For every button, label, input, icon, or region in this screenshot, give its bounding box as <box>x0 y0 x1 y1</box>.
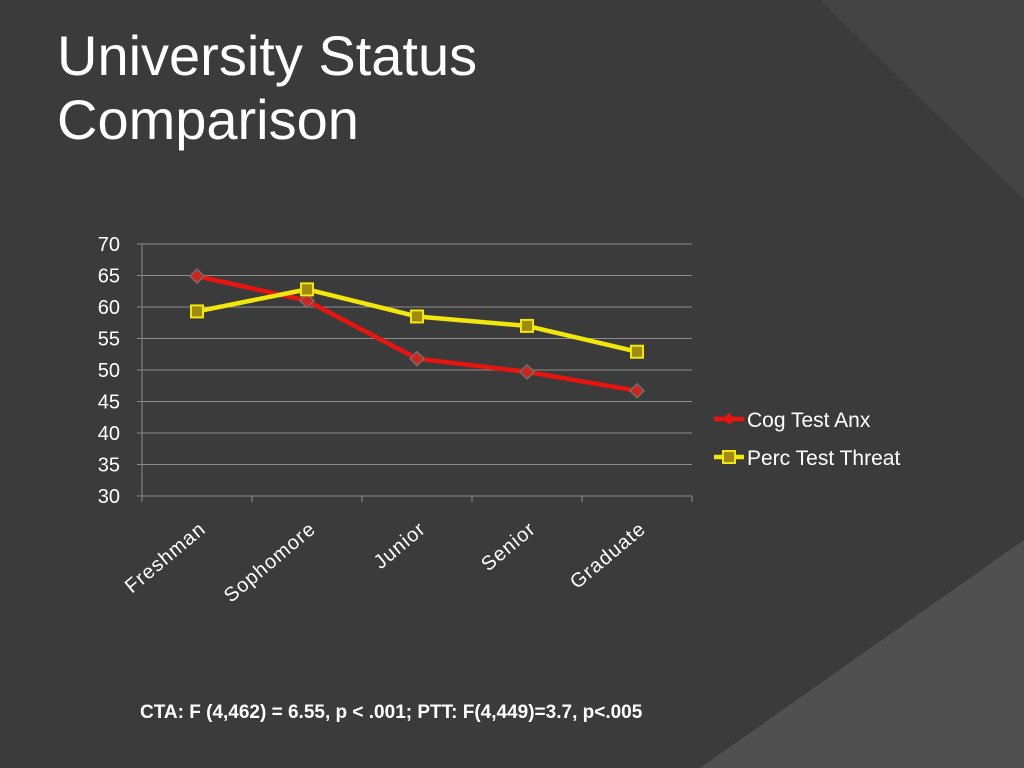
slide-title: University Status Comparison <box>57 24 657 152</box>
data-point-diamond <box>188 268 206 285</box>
x-tick-label: Senior <box>477 518 540 576</box>
legend: Cog Test Anx Perc Test Threat <box>714 409 900 470</box>
data-point-square <box>520 318 534 333</box>
y-tick-label: 30 <box>98 486 120 508</box>
y-tick-label: 55 <box>98 329 120 351</box>
gridlines <box>142 243 692 465</box>
statistics-footnote: CTA: F (4,462) = 6.55, p < .001; PTT: F(… <box>140 702 643 723</box>
slide-title-line1: University Status <box>57 24 478 87</box>
legend-marker-square <box>722 450 736 464</box>
x-tick-label: Sophomore <box>220 518 320 607</box>
data-point-square <box>190 304 204 319</box>
y-tick-label: 35 <box>98 455 120 477</box>
legend-label: Cog Test Anx <box>747 409 871 432</box>
legend-marker-diamond <box>723 413 735 425</box>
data-point-diamond <box>628 382 646 399</box>
series-lines <box>188 268 646 399</box>
series-line <box>196 273 638 394</box>
line-chart: 30 35 40 45 50 55 60 65 70 Freshman Sophomore Junio… <box>98 234 901 607</box>
data-point-square <box>410 309 424 324</box>
y-tick-label: 65 <box>98 266 120 288</box>
x-tick-label: Graduate <box>566 518 650 594</box>
data-point-square <box>300 282 314 297</box>
y-tick-label: 45 <box>98 392 120 414</box>
legend-label: Perc Test Threat <box>747 447 900 470</box>
data-point-diamond <box>408 350 426 367</box>
data-point-square <box>630 344 644 359</box>
y-tick-label: 50 <box>98 360 120 382</box>
x-tick-label: Junior <box>370 518 430 574</box>
axes: 30 35 40 45 50 55 60 65 70 Freshman Sophomore Junio… <box>98 234 693 607</box>
slide-title-line2: Comparison <box>57 88 359 151</box>
y-tick-label: 40 <box>98 423 120 445</box>
y-tick-label: 70 <box>98 234 120 256</box>
data-point-diamond <box>298 292 316 309</box>
y-tick-label: 60 <box>98 297 120 319</box>
data-point-diamond <box>518 363 536 380</box>
x-tick-label: Freshman <box>121 518 210 598</box>
